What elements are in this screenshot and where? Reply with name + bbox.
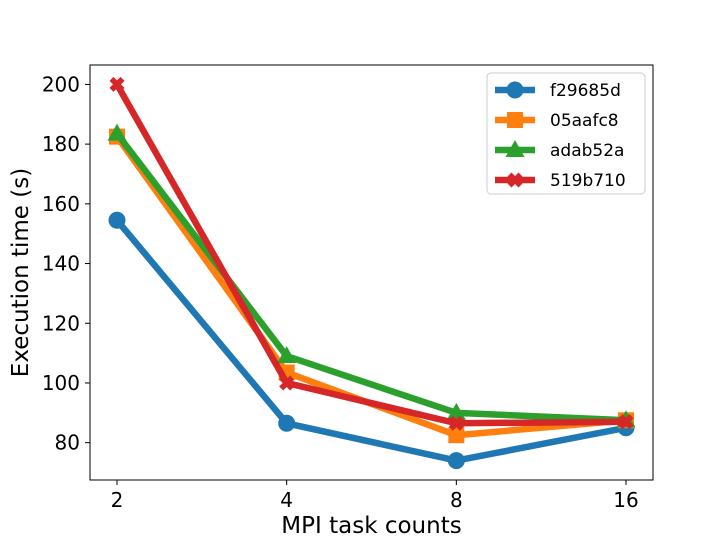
legend-label-f29685d: f29685d xyxy=(550,81,621,101)
x-tick-label: 2 xyxy=(111,488,124,512)
legend-label-05aafc8: 05aafc8 xyxy=(550,111,619,131)
legend-box xyxy=(486,72,646,195)
legend-marker-adab52a xyxy=(505,140,525,157)
y-tick-label: 80 xyxy=(55,431,80,455)
data-point-519b710 xyxy=(109,76,125,92)
legend-marker-05aafc8 xyxy=(507,112,523,128)
data-point-519b710 xyxy=(448,415,464,431)
series-line-f29685d xyxy=(112,215,630,464)
data-point-05aafc8 xyxy=(448,427,465,444)
y-axis-title: Execution time (s) xyxy=(8,168,34,377)
data-point-f29685d xyxy=(447,452,465,470)
y-tick-label: 100 xyxy=(42,371,80,395)
series-line-adab52a xyxy=(112,129,630,424)
legend-marker-519b710 xyxy=(507,172,523,188)
x-tick-label: 16 xyxy=(613,488,638,512)
data-point-519b710 xyxy=(279,375,295,391)
y-tick-label: 180 xyxy=(42,132,80,156)
legend-label-519b710: 519b710 xyxy=(550,171,626,191)
data-point-519b710 xyxy=(618,414,634,430)
legend: f29685d 05aafc8 adab52a 519b710 xyxy=(486,72,646,195)
x-tick-label: 4 xyxy=(280,488,293,512)
plot-layer xyxy=(107,76,636,470)
ticks-layer: 80 100 120 140 160 180 200 2 4 8 16 xyxy=(42,72,639,512)
x-axis-title: MPI task counts xyxy=(281,513,461,539)
plot-frame xyxy=(89,64,654,481)
data-point-f29685d xyxy=(278,414,296,432)
data-point-f29685d xyxy=(108,211,126,229)
y-tick-label: 140 xyxy=(42,252,80,276)
y-tick-label: 160 xyxy=(42,192,80,216)
y-tick-label: 120 xyxy=(42,311,80,335)
x-tick-label: 8 xyxy=(450,488,463,512)
data-point-adab52a xyxy=(107,123,127,141)
y-tick-label: 200 xyxy=(42,72,80,96)
legend-marker-f29685d xyxy=(506,81,524,99)
legend-label-adab52a: adab52a xyxy=(550,141,624,161)
series-line-519b710 xyxy=(112,79,630,427)
data-point-adab52a xyxy=(446,402,466,420)
data-point-adab52a xyxy=(277,346,297,364)
